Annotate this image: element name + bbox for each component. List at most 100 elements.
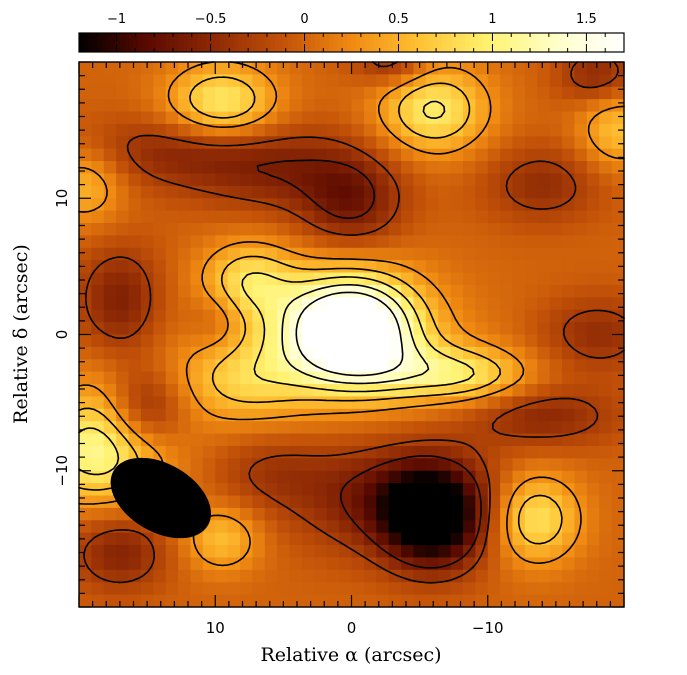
heatmap-cell [574, 185, 588, 199]
heatmap-cell [524, 284, 538, 298]
heatmap-cell [103, 322, 117, 336]
heatmap-cell [475, 445, 489, 459]
heatmap-cell [537, 185, 551, 199]
heatmap-cell [116, 173, 130, 187]
heatmap-cell [289, 470, 303, 484]
heatmap-cell [301, 322, 315, 336]
heatmap-cell [574, 99, 588, 113]
heatmap-cell [574, 198, 588, 212]
heatmap-cell [425, 582, 439, 596]
heatmap-cell [351, 284, 365, 298]
heatmap-cell [611, 507, 625, 521]
heatmap-cell [351, 433, 365, 447]
heatmap-cell [351, 223, 365, 237]
heatmap-cell [215, 99, 229, 113]
heatmap-cell [401, 247, 415, 261]
heatmap-cell [599, 470, 613, 484]
heatmap-cell [326, 346, 340, 360]
heatmap-cell [537, 495, 551, 509]
heatmap-cell [611, 99, 625, 113]
colorbar-cell [578, 33, 584, 52]
heatmap-cell [79, 247, 92, 261]
heatmap-cell [450, 161, 464, 175]
heatmap-cell [425, 210, 439, 224]
heatmap-cell [165, 594, 179, 608]
heatmap-cell [401, 322, 415, 336]
colorbar-cell [251, 33, 257, 52]
heatmap-cell [116, 520, 130, 534]
heatmap-cell [351, 507, 365, 521]
heatmap-cell [153, 260, 167, 274]
heatmap-cell [363, 396, 377, 410]
heatmap-cell [215, 507, 229, 521]
heatmap-cell [227, 520, 241, 534]
heatmap-cell [289, 569, 303, 583]
colorbar-cell [365, 33, 371, 52]
heatmap-cell [289, 173, 303, 187]
heatmap-cell [91, 223, 105, 237]
heatmap-cell [586, 483, 600, 497]
heatmap-cell [314, 532, 328, 546]
heatmap-cell [487, 148, 501, 162]
heatmap-cell [487, 569, 501, 583]
heatmap-cell [462, 445, 476, 459]
heatmap-cell [500, 483, 514, 497]
heatmap-cell [611, 185, 625, 199]
heatmap-cell [549, 74, 563, 88]
heatmap-cell [450, 445, 464, 459]
heatmap-cell [240, 223, 254, 237]
heatmap-cell [326, 483, 340, 497]
heatmap-cell [153, 433, 167, 447]
heatmap-cell [79, 594, 92, 608]
heatmap-cell [178, 322, 192, 336]
heatmap-cell [140, 74, 154, 88]
heatmap-cell [487, 507, 501, 521]
heatmap-cell [462, 507, 476, 521]
heatmap-cell [227, 384, 241, 398]
x-tick-label: −10 [472, 619, 504, 637]
heatmap-cell [376, 74, 390, 88]
heatmap-cell [202, 136, 216, 150]
heatmap-cell [215, 532, 229, 546]
heatmap-cell [252, 557, 266, 571]
heatmap-cell [227, 582, 241, 596]
colorbar-cell [406, 33, 412, 52]
heatmap-cell [215, 297, 229, 311]
heatmap-cell [438, 86, 452, 100]
heatmap-cell [314, 260, 328, 274]
colorbar-cell [310, 33, 316, 52]
heatmap-cell [140, 136, 154, 150]
heatmap-cell [178, 235, 192, 249]
heatmap-cell [562, 408, 576, 422]
heatmap-cell [537, 260, 551, 274]
heatmap-cell [401, 99, 415, 113]
heatmap-cell [475, 284, 489, 298]
heatmap-cell [586, 507, 600, 521]
heatmap-cell [314, 582, 328, 596]
heatmap-cell [562, 470, 576, 484]
heatmap-cell [500, 223, 514, 237]
heatmap-cell [512, 569, 526, 583]
heatmap-cell [326, 433, 340, 447]
heatmap-cell [165, 433, 179, 447]
heatmap-cell [91, 408, 105, 422]
heatmap-cell [438, 111, 452, 125]
heatmap-cell [326, 520, 340, 534]
heatmap-cell [462, 334, 476, 348]
heatmap-cell [227, 136, 241, 150]
heatmap-cell [289, 396, 303, 410]
heatmap-cell [351, 99, 365, 113]
heatmap-cell [79, 458, 92, 472]
heatmap-cell [524, 557, 538, 571]
heatmap-cell [128, 247, 142, 261]
heatmap-cell [326, 495, 340, 509]
heatmap-cell [586, 445, 600, 459]
heatmap-cell [326, 359, 340, 373]
heatmap-cell [178, 185, 192, 199]
colorbar-cell [297, 33, 303, 52]
heatmap-cell [227, 334, 241, 348]
heatmap-cell [116, 297, 130, 311]
heatmap-cell [91, 284, 105, 298]
heatmap-cell [586, 272, 600, 286]
heatmap-cell [599, 483, 613, 497]
